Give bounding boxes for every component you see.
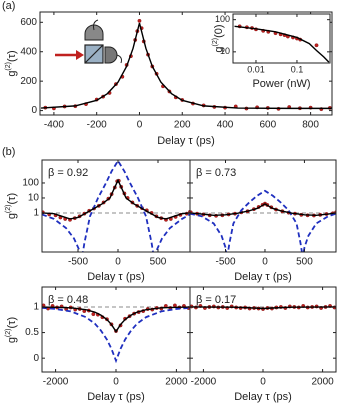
y-axis-label-part: g	[6, 337, 18, 343]
fit-curve	[190, 203, 336, 216]
y-axis-label-part: g	[6, 213, 18, 219]
chart-panel: -2000 0 2000 Delay τ (ps) β = 0.17	[189, 286, 337, 403]
fit-curve	[42, 306, 190, 333]
plot-area	[190, 189, 336, 252]
y-axis-label-part: (0)	[213, 24, 225, 37]
y-axis-label-part: (2)	[5, 328, 12, 337]
y-axis-label: g(2)(0)	[212, 24, 225, 52]
fit-curve	[190, 306, 336, 310]
y-axis-label-part: (τ)	[6, 317, 18, 329]
y-tick-label: 600	[20, 17, 37, 28]
model-curve	[42, 306, 190, 364]
y-tick-label: 0.5	[25, 327, 39, 338]
x-tick-label: 0	[115, 257, 121, 268]
y-tick-label: 1	[33, 302, 39, 313]
x-tick-label: 0	[262, 257, 268, 268]
x-tick-label: -400	[44, 120, 64, 131]
y-tick-label: 400	[20, 46, 37, 57]
model-curve	[42, 160, 190, 252]
x-tick-label: 600	[259, 120, 276, 131]
annotation: β = 0.17	[196, 294, 236, 306]
setup-icon	[55, 19, 122, 64]
plot-area	[42, 303, 190, 364]
x-tick-label: 500	[296, 257, 313, 268]
y-axis-label: g(2)(τ)	[5, 317, 18, 343]
y-axis-label-part: g	[6, 71, 18, 77]
y-tick-label: 0	[31, 105, 37, 116]
y-tick-label: 100	[215, 14, 230, 24]
axes-frame	[189, 286, 337, 373]
x-tick-label: 0	[260, 377, 266, 388]
plot-area	[42, 160, 190, 252]
x-axis-label: Delay τ (ps)	[234, 391, 292, 403]
panel-label: (a)	[2, 0, 15, 12]
x-axis-label: Delay τ (ps)	[87, 391, 145, 403]
x-tick-label: 800	[302, 120, 319, 131]
fit-curve	[42, 178, 190, 220]
x-tick-label: 0	[137, 120, 143, 131]
y-tick-label: 10	[28, 193, 40, 204]
y-axis-label-part: (τ)	[6, 50, 18, 62]
x-tick-label: 0.1	[291, 64, 304, 74]
x-tick-label: 2000	[311, 377, 334, 388]
fit-curve	[41, 22, 332, 110]
axes-frame	[39, 11, 333, 116]
x-tick-label: -500	[216, 257, 236, 268]
y-tick-label: 200	[20, 76, 37, 87]
plot-area	[190, 304, 336, 311]
annotation: β = 0.48	[48, 294, 88, 306]
y-axis-label-part: (τ)	[6, 193, 18, 205]
y-axis-label-part: (2)	[212, 38, 219, 47]
x-tick-label: 2000	[165, 377, 188, 388]
y-tick-label: 0	[33, 353, 39, 364]
chart-panel: 0 0.5 1 -2000 0 2000 Delay τ (ps) g(2)(τ) β = 0.…	[5, 286, 191, 403]
x-tick-label: 0.01	[247, 64, 265, 74]
chart-panel: 0 200 400 600 -400 -200 0 200 400 600 800 Delay τ (…	[2, 0, 333, 147]
x-tick-label: -500	[68, 257, 88, 268]
inset-background	[233, 14, 330, 63]
y-axis-label: g(2)(τ)	[5, 50, 18, 76]
annotation: β = 0.73	[196, 167, 236, 179]
x-tick-label: -2000	[43, 377, 69, 388]
chart-panel: 1 10 100 -500 0 500 Delay τ (ps) g(2)(τ) β = 0.9…	[2, 146, 191, 283]
x-tick-label: 500	[150, 257, 167, 268]
plot-area	[234, 24, 330, 63]
y-axis-label-part: (2)	[5, 204, 12, 213]
plot-area	[41, 18, 332, 112]
data-point	[91, 312, 96, 317]
y-tick-label: 1	[33, 208, 39, 219]
panel-label: (b)	[2, 146, 15, 158]
y-tick-label: 10	[220, 46, 230, 56]
model-curve	[190, 189, 336, 252]
chart-panel: -500 0 500 Delay τ (ps) β = 0.73	[189, 159, 337, 283]
x-tick-label: 0	[113, 377, 119, 388]
axes-frame	[232, 13, 331, 64]
y-axis-label: g(2)(τ)	[5, 193, 18, 219]
x-axis-label: Delay τ (ps)	[87, 271, 145, 283]
x-axis-label: Delay τ (ps)	[234, 271, 292, 283]
x-tick-label: -200	[87, 120, 107, 131]
axes-frame	[189, 159, 337, 253]
y-axis-label-part: (2)	[5, 62, 12, 71]
x-tick-label: 400	[217, 120, 234, 131]
data-point	[314, 43, 319, 48]
x-axis-label: Delay τ (ps)	[157, 135, 215, 147]
data-point	[137, 18, 142, 23]
x-tick-label: 200	[174, 120, 191, 131]
chart-panel: 10 100 0.01 0.1 Power (nW) g(2)(0)	[212, 13, 331, 90]
fit-curve	[234, 25, 330, 63]
annotation: β = 0.92	[48, 167, 88, 179]
y-axis-label-part: g	[213, 46, 225, 52]
x-tick-label: -2000	[191, 377, 217, 388]
y-tick-label: 100	[22, 178, 39, 189]
x-axis-label: Power (nW)	[252, 78, 310, 90]
